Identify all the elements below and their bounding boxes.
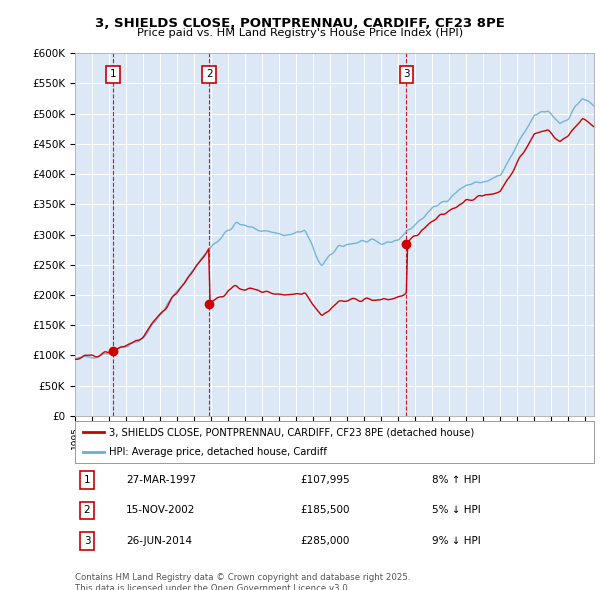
Text: 2: 2 xyxy=(83,506,91,516)
Text: £107,995: £107,995 xyxy=(300,475,350,485)
Text: Price paid vs. HM Land Registry's House Price Index (HPI): Price paid vs. HM Land Registry's House … xyxy=(137,28,463,38)
Text: 9% ↓ HPI: 9% ↓ HPI xyxy=(432,536,481,546)
Text: £285,000: £285,000 xyxy=(300,536,349,546)
Text: 1: 1 xyxy=(110,69,116,79)
Text: 3: 3 xyxy=(403,69,410,79)
Text: Contains HM Land Registry data © Crown copyright and database right 2025.
This d: Contains HM Land Registry data © Crown c… xyxy=(75,573,410,590)
Text: 26-JUN-2014: 26-JUN-2014 xyxy=(126,536,192,546)
Text: 3, SHIELDS CLOSE, PONTPRENNAU, CARDIFF, CF23 8PE (detached house): 3, SHIELDS CLOSE, PONTPRENNAU, CARDIFF, … xyxy=(109,427,474,437)
Text: 8% ↑ HPI: 8% ↑ HPI xyxy=(432,475,481,485)
Text: £185,500: £185,500 xyxy=(300,506,349,516)
Text: 3, SHIELDS CLOSE, PONTPRENNAU, CARDIFF, CF23 8PE: 3, SHIELDS CLOSE, PONTPRENNAU, CARDIFF, … xyxy=(95,17,505,30)
Text: 27-MAR-1997: 27-MAR-1997 xyxy=(126,475,196,485)
Text: 1: 1 xyxy=(83,475,91,485)
Text: HPI: Average price, detached house, Cardiff: HPI: Average price, detached house, Card… xyxy=(109,447,326,457)
Text: 5% ↓ HPI: 5% ↓ HPI xyxy=(432,506,481,516)
Text: 3: 3 xyxy=(83,536,91,546)
Text: 15-NOV-2002: 15-NOV-2002 xyxy=(126,506,196,516)
Text: 2: 2 xyxy=(206,69,212,79)
